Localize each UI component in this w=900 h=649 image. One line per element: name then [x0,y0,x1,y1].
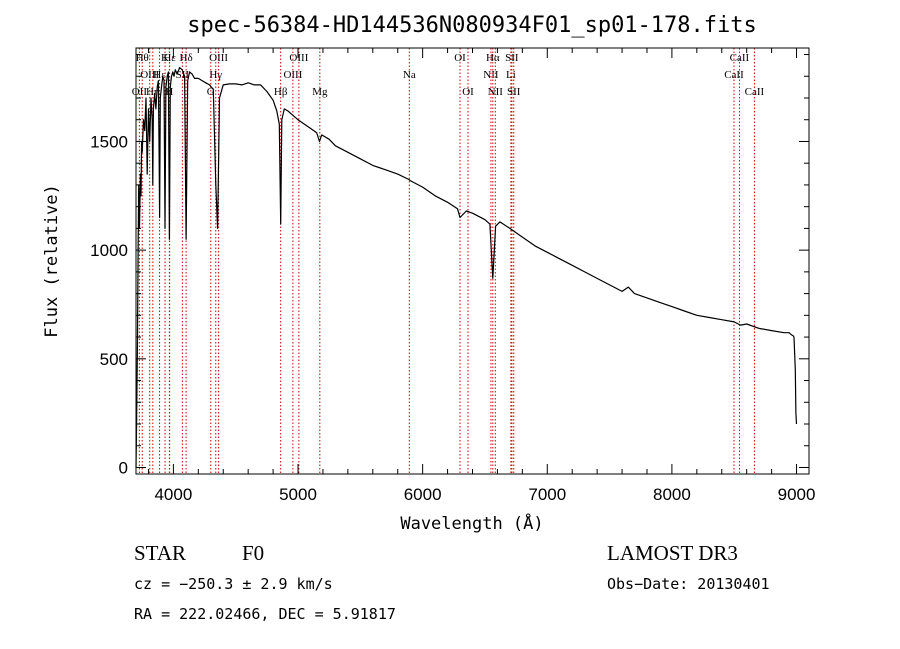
spectrum-series [135,66,798,468]
line-label-9: Hδ [180,52,193,64]
line-label-17: Na [403,69,416,81]
spectral-line-markers: OIIHθHηOIIIHεKHHεSIIHδGHγOIIIHβOIIIOIIIM… [132,48,765,474]
line-label-18: OI [454,52,466,64]
line-label-25: SII [507,86,521,98]
line-label-26: CaII [724,69,744,81]
object-class: STAR [134,541,186,565]
redshift-readout: cz = −250.3 ± 2.9 km/s [134,575,333,593]
x-tick-label-0: 4000 [154,485,192,504]
line-label-15: OIII [289,52,308,64]
line-label-20: NII [483,69,499,81]
y-tick-label-3: 1500 [90,132,128,151]
line-label-16: Mg [312,86,328,98]
line-label-21: Hα [486,52,500,64]
y-tick-label-1: 500 [100,350,128,369]
line-label-19: OI [462,86,474,98]
line-label-24: SII [505,52,519,64]
line-label-7: Hε [163,52,176,64]
line-label-22: NII [488,86,504,98]
survey-name: LAMOST DR3 [607,541,738,565]
line-label-1: Hθ [136,52,149,64]
x-tick-label-4: 8000 [653,485,691,504]
y-tick-label-2: 1000 [90,241,128,260]
x-tick-label-2: 6000 [404,485,442,504]
line-label-4: Hε [153,69,166,81]
line-label-13: Hβ [274,86,288,98]
line-label-14: OIII [283,69,302,81]
series-0-line [135,66,798,468]
line-label-23: Li [506,69,516,81]
chart-title: spec-56384-HD144536N080934F01_sp01-178.f… [187,13,757,38]
object-subclass: F0 [242,541,264,565]
x-tick-label-5: 9000 [778,485,816,504]
line-label-5: K [161,52,169,64]
line-label-27: CaII [730,52,750,64]
x-tick-label-3: 7000 [528,485,566,504]
plot-frame [135,47,810,475]
line-label-3: OIII [140,69,159,81]
line-label-10: G [207,86,215,98]
line-label-6: H [165,86,173,98]
axis-ticks: 4000 5000 6000 7000 8000 9000 0 500 1000 1500 [90,48,815,504]
line-label-8: SII [176,69,190,81]
line-label-12: OIII [209,52,228,64]
x-axis-label: Wavelength (Å) [400,512,543,534]
line-label-28: CaII [745,86,765,98]
y-axis-label: Flux (relative) [42,184,62,338]
line-label-11: Hγ [209,69,222,81]
coordinates: RA = 222.02466, DEC = 5.91817 [134,605,396,623]
x-tick-label-1: 5000 [279,485,317,504]
y-tick-label-0: 0 [119,458,128,477]
line-label-2: Hη [146,86,160,98]
obs-date: Obs−Date: 20130401 [607,575,770,593]
